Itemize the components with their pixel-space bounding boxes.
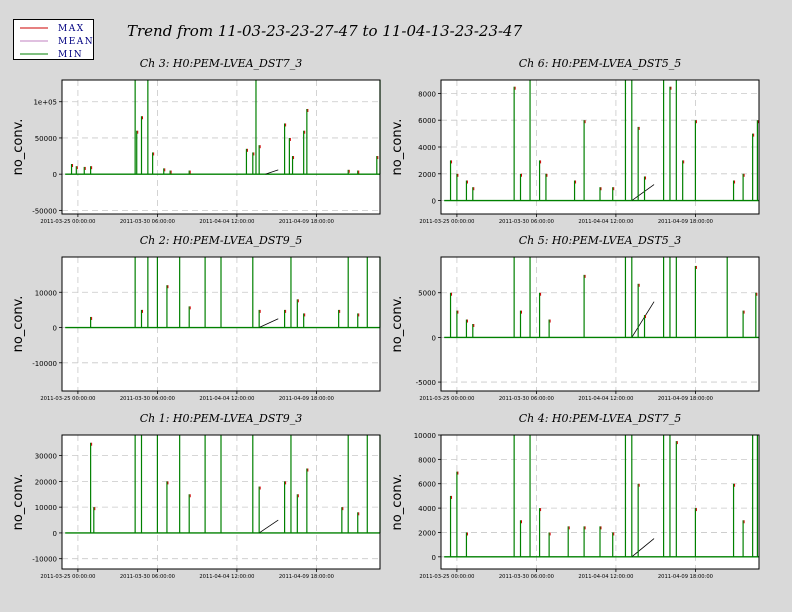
x-tick-label: 2011-04-09 18:00:00 — [658, 574, 713, 580]
plot-frame — [61, 434, 381, 570]
y-tick-label: -50000 — [32, 207, 57, 215]
y-tick-label: 10000 — [35, 504, 57, 512]
plot-frame — [61, 256, 381, 392]
y-tick-label: 8000 — [418, 90, 436, 98]
series-mean-segment — [258, 519, 279, 534]
plot-frame — [440, 256, 760, 392]
y-tick-label: 6000 — [418, 117, 436, 125]
y-tick-label: 4000 — [418, 144, 436, 152]
y-tick-label: 50000 — [35, 135, 57, 143]
y-tick-label: -5000 — [416, 379, 436, 387]
chart-title: Ch 3: H0:PEM-LVEA_DST7_3 — [140, 57, 303, 70]
x-tick-label: 2011-04-09 18:00:00 — [658, 396, 713, 402]
y-tick-label: 4000 — [418, 505, 436, 513]
x-tick-label: 2011-03-30 06:00:00 — [120, 396, 175, 402]
x-tick-label: 2011-03-25 00:00:00 — [419, 219, 474, 225]
y-tick-label: 0 — [432, 334, 436, 342]
legend-swatches: MAX MEAN MIN — [20, 24, 94, 60]
plot-frame — [440, 434, 760, 570]
chart-title: Ch 2: H0:PEM-LVEA_DST9_5 — [140, 234, 303, 247]
series-mean-segment — [631, 184, 655, 201]
x-tick-label: 2011-03-30 06:00:00 — [499, 396, 554, 402]
x-tick-label: 2011-03-30 06:00:00 — [499, 219, 554, 225]
y-tick-label: 5000 — [418, 290, 436, 298]
x-tick-label: 2011-04-09 18:00:00 — [279, 396, 334, 402]
x-tick-label: 2011-03-25 00:00:00 — [40, 219, 95, 225]
x-tick-label: 2011-04-09 18:00:00 — [279, 219, 334, 225]
x-tick-label: 2011-04-04 12:00:00 — [199, 396, 254, 402]
x-tick-label: 2011-04-04 12:00:00 — [578, 574, 633, 580]
x-tick-label: 2011-03-30 06:00:00 — [499, 574, 554, 580]
x-tick-label: 2011-04-09 18:00:00 — [658, 219, 713, 225]
x-tick-label: 2011-03-25 00:00:00 — [40, 396, 95, 402]
x-tick-label: 2011-03-25 00:00:00 — [419, 574, 474, 580]
y-tick-label: 30000 — [35, 453, 57, 461]
plot-area — [441, 257, 759, 391]
chart-title: Ch 5: H0:PEM-LVEA_DST5_3 — [519, 234, 682, 247]
y-tick-label: 10000 — [414, 432, 436, 440]
y-tick-label: 0 — [53, 171, 57, 179]
y-tick-label: 0 — [432, 554, 436, 562]
y-tick-label: 10000 — [35, 289, 57, 297]
x-tick-label: 2011-03-30 06:00:00 — [120, 219, 175, 225]
x-tick-label: 2011-04-04 12:00:00 — [578, 396, 633, 402]
y-tick-label: 2000 — [418, 529, 436, 537]
series-mean-segment — [631, 538, 655, 558]
series-mean-segment — [631, 301, 655, 338]
legend: MAX MEAN MIN — [13, 19, 94, 60]
x-tick-label: 2011-04-04 12:00:00 — [199, 574, 254, 580]
main-title: Trend from 11-03-23-23-27-47 to 11-04-13… — [127, 22, 523, 40]
y-tick-label: 0 — [53, 530, 57, 538]
legend-label-mean: MEAN — [58, 37, 94, 47]
legend-label-max: MAX — [58, 24, 85, 34]
y-axis-label: no_conv. — [390, 474, 405, 531]
x-tick-label: 2011-04-04 12:00:00 — [578, 219, 633, 225]
series-mean-segment — [265, 169, 279, 175]
x-tick-label: 2011-04-04 12:00:00 — [199, 219, 254, 225]
y-tick-label: 0 — [432, 198, 436, 206]
plot-frame — [61, 79, 381, 215]
legend-label-min: MIN — [58, 50, 83, 60]
x-tick-label: 2011-03-25 00:00:00 — [419, 396, 474, 402]
y-tick-label: -10000 — [32, 360, 57, 368]
y-tick-label: 20000 — [35, 478, 57, 486]
y-tick-label: 0 — [53, 325, 57, 333]
x-tick-label: 2011-04-09 18:00:00 — [279, 574, 334, 580]
y-axis-label: no_conv. — [390, 119, 405, 176]
y-tick-label: 1e+05 — [33, 99, 57, 107]
x-tick-label: 2011-03-25 00:00:00 — [40, 574, 95, 580]
y-tick-label: 6000 — [418, 481, 436, 489]
plot-area — [62, 80, 380, 214]
y-axis-label: no_conv. — [11, 474, 26, 531]
chart-title: Ch 4: H0:PEM-LVEA_DST7_5 — [519, 412, 682, 425]
y-tick-label: 8000 — [418, 456, 436, 464]
y-tick-label: -10000 — [32, 556, 57, 564]
y-axis-label: no_conv. — [390, 296, 405, 353]
x-tick-label: 2011-03-30 06:00:00 — [120, 574, 175, 580]
y-axis-label: no_conv. — [11, 296, 26, 353]
y-tick-label: 2000 — [418, 171, 436, 179]
series-mean-segment — [258, 318, 279, 328]
chart-title: Ch 6: H0:PEM-LVEA_DST5_5 — [519, 57, 682, 70]
y-axis-label: no_conv. — [11, 119, 26, 176]
chart-title: Ch 1: H0:PEM-LVEA_DST9_3 — [140, 412, 303, 425]
